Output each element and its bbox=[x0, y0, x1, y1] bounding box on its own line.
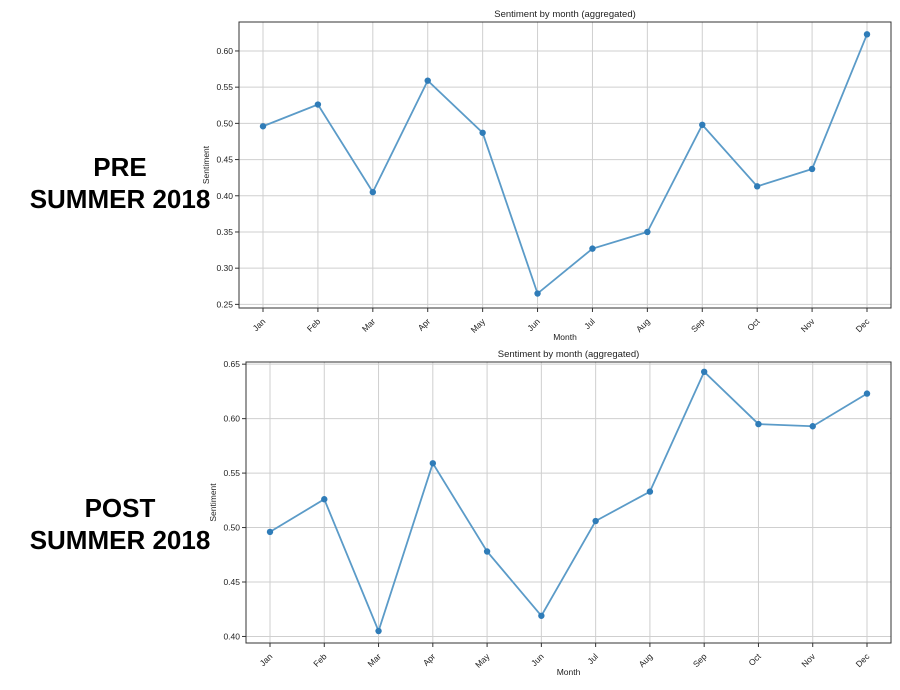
y-tick-label: 0.60 bbox=[216, 46, 233, 56]
x-tick-label: Jul bbox=[582, 316, 597, 331]
data-point-aug bbox=[646, 488, 654, 495]
y-tick-label: 0.55 bbox=[216, 82, 233, 92]
x-tick-label: Jan bbox=[258, 651, 275, 668]
x-tick-label: Apr bbox=[421, 651, 438, 668]
post-summer-label: POST SUMMER 2018 bbox=[0, 492, 240, 556]
x-tick-label: Oct bbox=[745, 316, 762, 333]
grid-lines bbox=[239, 22, 891, 308]
y-tick-label: 0.40 bbox=[223, 631, 240, 641]
data-point-nov bbox=[809, 423, 816, 430]
data-point-jan bbox=[266, 528, 274, 536]
y-tick-label: 0.25 bbox=[216, 299, 233, 309]
series-line bbox=[269, 370, 868, 634]
data-point-may bbox=[483, 548, 491, 555]
pre-label-line-1: PRE bbox=[93, 152, 147, 182]
data-point-feb bbox=[321, 496, 328, 503]
y-tick-label: 0.50 bbox=[223, 523, 240, 533]
x-axis-title: Month bbox=[557, 667, 581, 677]
x-tick-label: Dec bbox=[854, 316, 872, 334]
x-tick-label: Dec bbox=[854, 651, 872, 669]
y-tick-label: 0.45 bbox=[216, 155, 233, 165]
y-tick-label: 0.45 bbox=[223, 577, 240, 587]
x-tick-label: Jun bbox=[529, 651, 546, 668]
data-point-jul bbox=[592, 517, 599, 525]
pre-summer-chart: Sentiment by month (aggregated) 0.25 0.30 0… bbox=[201, 9, 892, 342]
x-tick-label: Jan bbox=[251, 316, 268, 333]
y-axis-title: Sentiment bbox=[201, 145, 211, 184]
post-label-line-1: POST bbox=[84, 493, 156, 523]
x-tick-label: Jun bbox=[525, 316, 542, 333]
data-point-dec bbox=[863, 390, 871, 397]
data-point-oct bbox=[753, 183, 761, 190]
x-tick-label: Mar bbox=[360, 316, 378, 334]
y-tick-label: 0.60 bbox=[223, 414, 240, 424]
x-tick-label: May bbox=[473, 651, 492, 670]
x-tick-label: May bbox=[469, 316, 488, 335]
data-point-aug bbox=[644, 228, 651, 236]
data-point-mar bbox=[375, 627, 382, 635]
data-point-jun bbox=[538, 612, 545, 619]
x-tick-label: Feb bbox=[305, 316, 323, 334]
data-point-nov bbox=[808, 165, 816, 173]
y-tick-label: 0.55 bbox=[223, 468, 240, 478]
pre-summer-label: PRE SUMMER 2018 bbox=[0, 151, 240, 215]
plot-frame bbox=[238, 21, 892, 309]
data-point-apr bbox=[424, 77, 431, 84]
data-point-sep bbox=[700, 368, 708, 376]
plot-frame bbox=[245, 361, 892, 644]
y-tick-label: 0.40 bbox=[216, 191, 233, 201]
x-tick-label: Mar bbox=[366, 651, 384, 669]
data-point-may bbox=[479, 129, 486, 136]
y-tick-label: 0.35 bbox=[216, 227, 233, 237]
y-tick-label: 0.30 bbox=[216, 263, 233, 273]
x-tick-label: Feb bbox=[311, 651, 329, 669]
y-tick-label: 0.50 bbox=[216, 118, 233, 128]
x-tick-label: Nov bbox=[799, 316, 817, 334]
x-axis-title: Month bbox=[553, 332, 577, 342]
series-line bbox=[262, 33, 868, 296]
x-tick-label: Nov bbox=[799, 651, 817, 669]
grid-lines bbox=[246, 362, 891, 643]
data-point-jul bbox=[589, 245, 596, 252]
x-tick-label: Aug bbox=[637, 651, 655, 669]
data-point-sep bbox=[699, 121, 706, 129]
x-tick-label: Apr bbox=[416, 316, 433, 333]
x-tick-label: Sep bbox=[691, 651, 709, 669]
x-tick-label: Oct bbox=[746, 651, 763, 668]
post-summer-chart: Sentiment by month (aggregated) 0.40 0.45 0… bbox=[208, 349, 892, 677]
x-tick-label: Aug bbox=[634, 316, 652, 334]
data-point-jan bbox=[259, 123, 267, 130]
post-label-line-2: SUMMER 2018 bbox=[29, 525, 211, 555]
data-point-dec bbox=[863, 31, 871, 38]
x-tick-label: Jul bbox=[585, 651, 600, 666]
x-tick-label: Sep bbox=[689, 316, 707, 334]
data-point-jun bbox=[534, 290, 541, 297]
data-point-apr bbox=[429, 460, 437, 467]
data-point-feb bbox=[314, 101, 322, 108]
chart-title: Sentiment by month (aggregated) bbox=[494, 9, 636, 20]
chart-title: Sentiment by month (aggregated) bbox=[498, 349, 640, 360]
y-axis-title: Sentiment bbox=[208, 483, 218, 522]
data-point-mar bbox=[369, 188, 377, 196]
pre-label-line-2: SUMMER 2018 bbox=[29, 184, 211, 214]
data-point-oct bbox=[755, 420, 762, 428]
y-tick-label: 0.65 bbox=[223, 359, 240, 369]
